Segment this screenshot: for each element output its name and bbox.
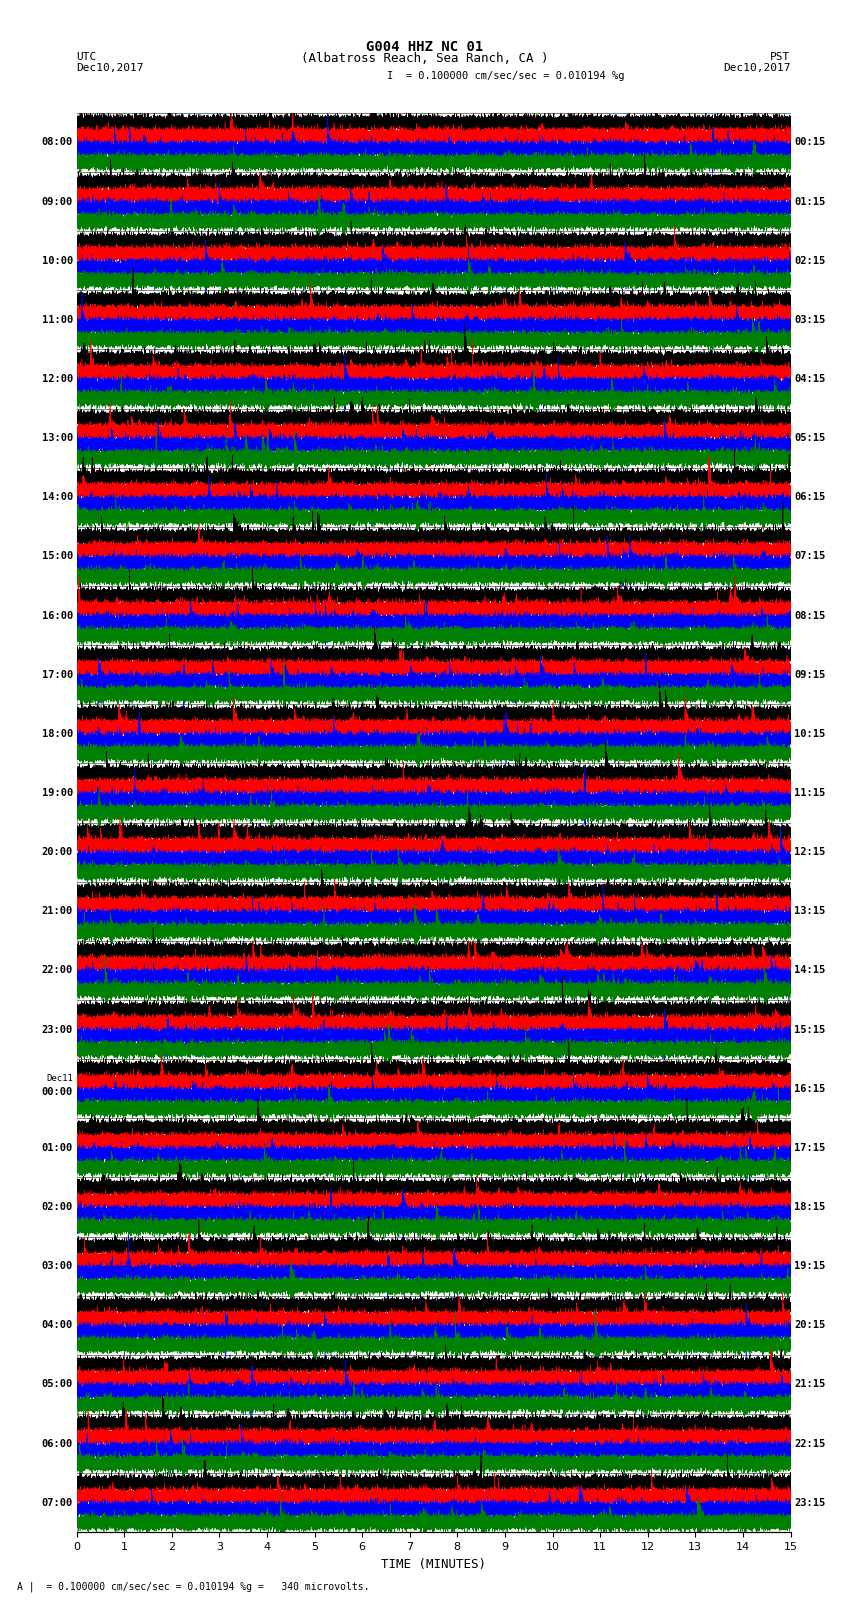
Text: A |  = 0.100000 cm/sec/sec = 0.010194 %g =   340 microvolts.: A | = 0.100000 cm/sec/sec = 0.010194 %g … (17, 1581, 370, 1592)
Text: 03:15: 03:15 (794, 315, 825, 324)
Text: 14:00: 14:00 (42, 492, 73, 502)
Text: 15:15: 15:15 (794, 1024, 825, 1034)
Text: 14:15: 14:15 (794, 966, 825, 976)
Text: 06:00: 06:00 (42, 1439, 73, 1448)
Text: 07:15: 07:15 (794, 552, 825, 561)
Text: 16:00: 16:00 (42, 611, 73, 621)
Text: 12:15: 12:15 (794, 847, 825, 857)
Text: 15:00: 15:00 (42, 552, 73, 561)
Text: 05:15: 05:15 (794, 434, 825, 444)
Text: 19:00: 19:00 (42, 789, 73, 798)
Text: Dec10,2017: Dec10,2017 (76, 63, 144, 73)
Text: 09:15: 09:15 (794, 669, 825, 679)
Text: I  = 0.100000 cm/sec/sec = 0.010194 %g: I = 0.100000 cm/sec/sec = 0.010194 %g (387, 71, 624, 81)
Text: 17:15: 17:15 (794, 1144, 825, 1153)
X-axis label: TIME (MINUTES): TIME (MINUTES) (381, 1558, 486, 1571)
Text: 23:15: 23:15 (794, 1498, 825, 1508)
Text: 20:15: 20:15 (794, 1321, 825, 1331)
Text: 22:15: 22:15 (794, 1439, 825, 1448)
Text: Dec10,2017: Dec10,2017 (723, 63, 791, 73)
Text: 21:15: 21:15 (794, 1379, 825, 1389)
Text: 23:00: 23:00 (42, 1024, 73, 1034)
Text: 21:00: 21:00 (42, 907, 73, 916)
Text: 11:15: 11:15 (794, 789, 825, 798)
Text: 20:00: 20:00 (42, 847, 73, 857)
Text: 22:00: 22:00 (42, 966, 73, 976)
Text: 04:00: 04:00 (42, 1321, 73, 1331)
Text: 10:00: 10:00 (42, 256, 73, 266)
Text: 08:15: 08:15 (794, 611, 825, 621)
Text: Dec11: Dec11 (46, 1074, 73, 1082)
Text: UTC: UTC (76, 52, 97, 61)
Text: 01:15: 01:15 (794, 197, 825, 206)
Text: 05:00: 05:00 (42, 1379, 73, 1389)
Text: 06:15: 06:15 (794, 492, 825, 502)
Text: 03:00: 03:00 (42, 1261, 73, 1271)
Text: 11:00: 11:00 (42, 315, 73, 324)
Text: 16:15: 16:15 (794, 1084, 825, 1094)
Text: 01:00: 01:00 (42, 1144, 73, 1153)
Text: 17:00: 17:00 (42, 669, 73, 679)
Text: 02:00: 02:00 (42, 1202, 73, 1211)
Text: PST: PST (770, 52, 790, 61)
Text: 18:15: 18:15 (794, 1202, 825, 1211)
Text: 00:15: 00:15 (794, 137, 825, 147)
Text: 09:00: 09:00 (42, 197, 73, 206)
Text: 10:15: 10:15 (794, 729, 825, 739)
Text: 00:00: 00:00 (42, 1087, 73, 1097)
Text: 13:15: 13:15 (794, 907, 825, 916)
Text: 12:00: 12:00 (42, 374, 73, 384)
Text: 04:15: 04:15 (794, 374, 825, 384)
Text: 07:00: 07:00 (42, 1498, 73, 1508)
Text: 13:00: 13:00 (42, 434, 73, 444)
Text: G004 HHZ NC 01: G004 HHZ NC 01 (366, 39, 484, 53)
Text: 02:15: 02:15 (794, 256, 825, 266)
Text: 08:00: 08:00 (42, 137, 73, 147)
Text: (Albatross Reach, Sea Ranch, CA ): (Albatross Reach, Sea Ranch, CA ) (301, 52, 549, 65)
Text: 19:15: 19:15 (794, 1261, 825, 1271)
Text: 18:00: 18:00 (42, 729, 73, 739)
